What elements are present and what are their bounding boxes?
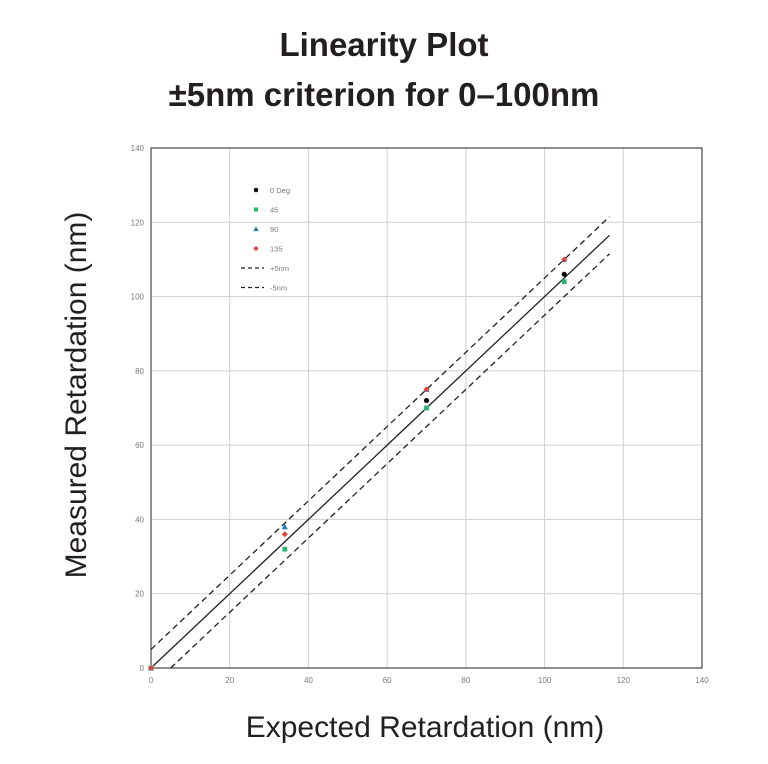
- legend-marker: [253, 245, 259, 252]
- x-tick-label: 0: [149, 676, 154, 685]
- tolerance-line: [170, 253, 610, 669]
- y-axis-label: Measured Retardation (nm): [60, 211, 93, 579]
- data-points: [148, 256, 568, 671]
- legend-marker: [253, 226, 259, 232]
- plot-frame: [150, 147, 703, 669]
- reference-lines: [150, 216, 610, 669]
- axis-ticks: 0 20 40 60 80 100 120 140 0 20 40 60 80 100 120 140: [131, 144, 710, 685]
- legend-label: 0 Deg: [270, 186, 290, 195]
- y-tick-label: 60: [135, 441, 144, 450]
- legend-label: 45: [270, 206, 278, 215]
- data-point-diamond: [281, 531, 288, 538]
- data-point-diamond: [423, 386, 430, 393]
- x-tick-label: 120: [617, 676, 631, 685]
- legend: 0 Deg 45 90 135 +5nm -5nm: [241, 186, 290, 293]
- identity-line: [150, 234, 610, 669]
- data-point-circle: [423, 398, 430, 404]
- x-tick-label: 100: [538, 676, 552, 685]
- x-tick-label: 80: [461, 676, 470, 685]
- x-tick-label: 20: [225, 676, 234, 685]
- legend-marker: [253, 207, 259, 212]
- data-point-square: [561, 279, 567, 285]
- data-point-triangle: [281, 523, 288, 530]
- data-point-circle: [561, 271, 567, 277]
- data-point-square: [282, 546, 288, 552]
- legend-marker: [253, 187, 259, 193]
- y-tick-label: 140: [131, 144, 145, 153]
- y-tick-label: 120: [131, 218, 145, 227]
- x-tick-label: 60: [383, 676, 392, 685]
- legend-label: 90: [270, 225, 278, 234]
- chart-title-line2: ±5nm criterion for 0–100nm: [168, 76, 600, 113]
- tolerance-line: [150, 216, 610, 650]
- y-tick-label: 40: [135, 515, 144, 524]
- data-point-diamond: [148, 665, 154, 671]
- data-point-square: [424, 405, 429, 411]
- y-tick-label: 100: [131, 293, 145, 302]
- y-tick-label: 80: [135, 367, 144, 376]
- y-tick-label: 20: [135, 590, 144, 599]
- x-axis-label: Expected Retardation (nm): [245, 711, 605, 744]
- legend-label: -5nm: [270, 284, 287, 293]
- legend-label: +5nm: [270, 264, 289, 273]
- legend-label: 135: [270, 245, 283, 254]
- x-tick-label: 140: [695, 676, 709, 685]
- chart-title-line1: Linearity Plot: [279, 26, 489, 63]
- y-tick-label: 0: [140, 664, 145, 673]
- data-point-diamond: [561, 256, 568, 263]
- x-tick-label: 40: [304, 676, 313, 685]
